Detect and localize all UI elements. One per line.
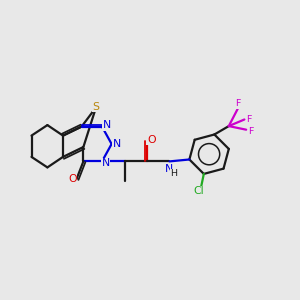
Text: O: O: [68, 174, 76, 184]
Text: F: F: [248, 127, 254, 136]
Text: N: N: [113, 139, 121, 149]
Text: O: O: [147, 135, 155, 145]
Text: N: N: [165, 164, 173, 174]
Text: N: N: [103, 120, 111, 130]
Text: F: F: [247, 115, 252, 124]
Text: H: H: [170, 169, 177, 178]
Text: S: S: [92, 101, 100, 112]
Text: N: N: [101, 158, 110, 168]
Text: F: F: [235, 99, 241, 108]
Text: Cl: Cl: [194, 186, 204, 196]
